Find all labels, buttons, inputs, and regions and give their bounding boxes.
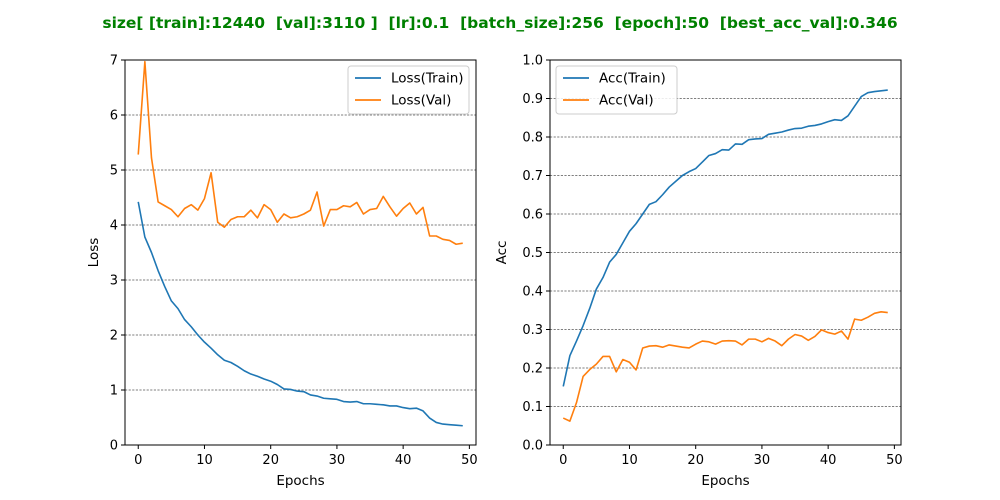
y-tick-label: 1.0 [522,54,543,69]
series-line-train [137,201,463,427]
x-tick-label: 0 [134,453,142,468]
x-tick-label: 10 [196,453,213,468]
y-tick-label: 0 [110,439,118,454]
legend-label: Loss(Val) [391,93,451,109]
x-axis-label: Epochs [701,473,749,489]
x-tick-label: 40 [395,453,412,468]
series-line-train [562,89,888,387]
plot-frame [124,59,477,446]
x-tick-label: 20 [262,453,279,468]
x-tick-label: 40 [820,453,837,468]
y-tick-label: 3 [110,274,118,289]
y-axis-label: Acc [494,241,510,265]
x-tick-label: 0 [559,453,567,468]
x-axis-label: Epochs [276,473,324,489]
y-tick-label: 0.6 [522,208,543,223]
y-tick-label: 0.3 [522,323,543,338]
y-tick-label: 0.1 [522,400,543,415]
legend: Acc(Train) Acc(Val) [555,65,678,115]
legend: Loss(Train) Loss(Val) [347,65,470,115]
x-tick-label: 30 [329,453,346,468]
y-tick-label: 7 [110,54,118,69]
y-tick-label: 0.0 [522,439,543,454]
chart-loss: 0 10 20 30 40 50 0 1 2 3 4 5 6 7 Epochs Loss Loss(Train)… [86,54,478,490]
plot-frame [549,59,902,446]
x-tick-label: 10 [621,453,638,468]
y-tick-label: 0.7 [522,169,543,184]
figure-title: size[ [train]:12440 [val]:3110 ] [lr]:0.… [102,14,898,32]
x-tick-label: 30 [754,453,771,468]
legend-label: Acc(Val) [599,93,654,109]
x-tick-label: 50 [886,453,903,468]
y-tick-label: 0.9 [522,92,543,107]
y-tick-label: 0.2 [522,362,543,377]
y-tick-label: 5 [110,164,118,179]
y-tick-label: 4 [110,219,118,234]
y-tick-label: 0.5 [522,246,543,261]
y-tick-label: 6 [110,109,118,124]
legend-label: Loss(Train) [391,71,464,87]
legend-label: Acc(Train) [599,71,666,87]
y-tick-label: 0.4 [522,285,543,300]
y-axis-label: Loss [86,238,102,268]
x-tick-label: 50 [461,453,478,468]
y-tick-label: 2 [110,329,118,344]
y-tick-label: 0.8 [522,131,543,146]
y-tick-label: 1 [110,384,118,399]
chart-acc: 0 10 20 30 40 50 0.0 0.1 0.2 0.3 0.4 0.5 0.6 0.7 0.8 0.… [494,54,903,490]
x-tick-label: 20 [687,453,704,468]
series-line-val [137,60,463,246]
series-line-val [562,310,888,422]
